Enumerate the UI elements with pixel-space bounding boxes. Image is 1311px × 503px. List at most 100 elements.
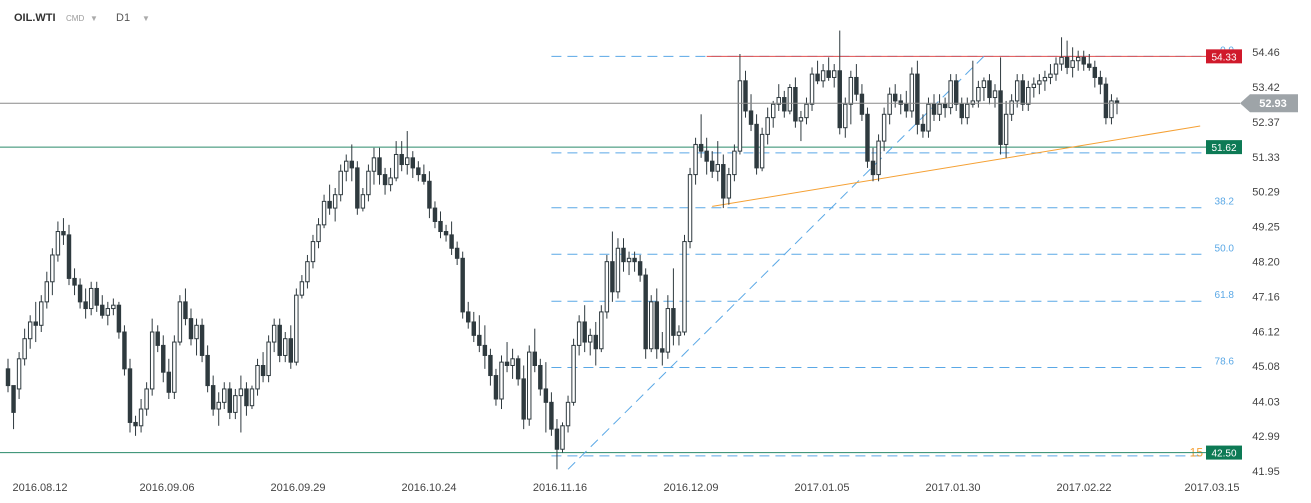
bear-candle	[438, 220, 443, 233]
instrument-type-label[interactable]: CMD	[66, 14, 85, 23]
bull-candle	[599, 311, 604, 350]
bull-candle	[27, 321, 33, 340]
bear-candle	[166, 371, 172, 393]
trend-line	[712, 125, 1201, 207]
bear-candle	[1081, 56, 1086, 65]
horizontal-levels	[0, 55, 1206, 454]
bear-candle	[454, 247, 460, 259]
bear-candle	[432, 207, 438, 222]
bull-candle	[776, 97, 781, 105]
bear-candle	[460, 257, 465, 313]
bear-candle	[11, 385, 16, 413]
bear-candle	[1098, 76, 1103, 85]
bear-candle	[793, 87, 798, 122]
bear-candle	[327, 200, 332, 209]
bear-candle	[654, 301, 659, 350]
bear-candle	[543, 388, 549, 403]
bull-candle	[1037, 80, 1042, 85]
bear-candle	[870, 160, 876, 176]
bull-candle	[876, 140, 881, 176]
bear-candle	[859, 93, 865, 115]
bear-candle	[122, 331, 127, 370]
bear-candle	[1092, 66, 1098, 78]
bear-candle	[837, 70, 842, 129]
x-tick-label: 2016.09.06	[139, 482, 194, 494]
bull-candle	[1048, 73, 1053, 78]
x-tick-label: 2016.09.29	[270, 482, 325, 494]
bear-candle	[637, 261, 643, 276]
level-label-box	[1206, 445, 1242, 460]
bull-candle	[177, 301, 183, 343]
bull-candle	[44, 281, 50, 303]
current-price-text: 52.93	[1259, 98, 1287, 110]
chevron-down-icon[interactable]: ▼	[90, 14, 98, 23]
bull-candle	[405, 157, 410, 166]
bear-candle	[5, 368, 11, 387]
x-tick-label: 2016.08.12	[12, 482, 67, 494]
bull-candle	[344, 160, 349, 172]
y-tick-label: 47.16	[1252, 292, 1280, 304]
bull-candle	[992, 90, 998, 99]
timeframe-label[interactable]: D1	[116, 12, 131, 24]
bear-candle	[288, 338, 294, 363]
bear-candle	[815, 73, 820, 82]
bear-candle	[743, 80, 748, 112]
bull-candle	[965, 103, 970, 119]
bear-candle	[482, 344, 488, 356]
bear-candle	[382, 174, 388, 186]
bull-candle	[732, 150, 737, 176]
bear-candle	[904, 103, 909, 112]
bear-candle	[72, 277, 77, 286]
bear-candle	[898, 100, 903, 105]
x-tick-label: 2016.12.09	[663, 482, 718, 494]
bull-candle	[981, 80, 987, 89]
bull-candle	[238, 388, 244, 397]
bear-candle	[698, 143, 704, 152]
bull-candle	[787, 87, 793, 112]
bear-candle	[155, 331, 160, 346]
bull-candle	[1109, 100, 1114, 119]
level-label-box	[1206, 140, 1242, 155]
bull-candle	[172, 341, 177, 393]
bull-candle	[299, 281, 305, 296]
bear-candle	[183, 301, 188, 320]
fib-level-label: 61.8	[1215, 290, 1235, 301]
bear-candle	[471, 321, 476, 336]
x-tick-label: 2016.10.24	[401, 482, 456, 494]
bull-candle	[809, 73, 815, 105]
bull-candle	[255, 364, 260, 390]
bull-candle	[682, 241, 687, 333]
bull-candle	[527, 351, 532, 420]
y-tick-label: 46.12	[1252, 326, 1280, 338]
symbol-label[interactable]: OIL.WTI	[14, 12, 56, 24]
bear-candle	[998, 90, 1003, 145]
bear-candle	[77, 284, 83, 303]
x-tick-label: 2016.11.16	[533, 482, 587, 494]
bull-candle	[649, 301, 654, 350]
bull-candle	[105, 308, 111, 316]
bull-candle	[1026, 87, 1031, 105]
y-tick-label: 53.42	[1252, 82, 1280, 94]
chevron-down-icon[interactable]: ▼	[142, 14, 150, 23]
bear-candle	[1064, 56, 1070, 68]
bull-candle	[571, 344, 576, 403]
bull-candle	[604, 261, 610, 313]
bull-candle	[687, 174, 693, 243]
bear-candle	[549, 401, 554, 430]
bear-candle	[127, 368, 133, 423]
bull-candle	[216, 401, 221, 410]
bull-candle	[831, 70, 837, 78]
bear-candle	[610, 261, 615, 293]
bull-candle	[310, 241, 316, 263]
bull-candle	[565, 401, 571, 427]
bull-candle	[715, 164, 720, 172]
x-tick-label: 2017.01.30	[925, 482, 980, 494]
bull-candle	[937, 103, 942, 115]
bear-candle	[1103, 83, 1109, 119]
bear-candle	[959, 103, 964, 119]
bull-candle	[881, 113, 887, 142]
bull-candle	[50, 254, 55, 283]
bear-candle	[920, 123, 926, 132]
